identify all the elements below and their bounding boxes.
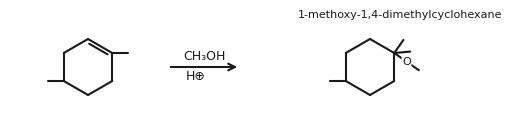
Text: H⊕: H⊕ (186, 70, 206, 83)
Text: CH₃OH: CH₃OH (183, 50, 225, 63)
Text: 1-methoxy-1,4-dimethylcyclohexane: 1-methoxy-1,4-dimethylcyclohexane (298, 10, 502, 20)
Text: O: O (402, 57, 411, 67)
